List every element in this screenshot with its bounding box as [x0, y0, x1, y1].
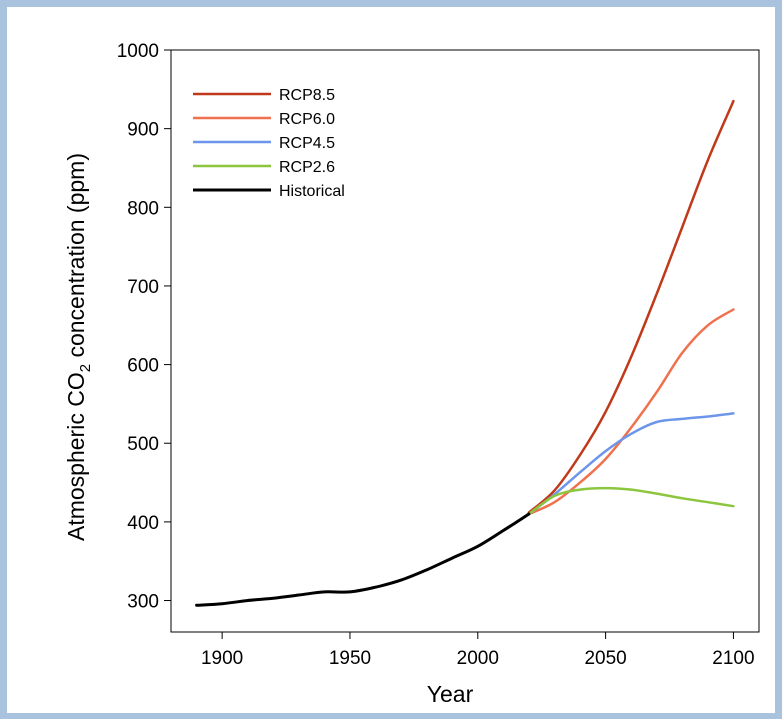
legend-label-historical: Historical — [279, 183, 345, 200]
y-axis-label-subscript: 2 — [77, 364, 94, 372]
series-line-rcp8-5 — [527, 99, 735, 514]
co2-line-chart: Atmospheric CO2 concentration (ppm) Year… — [63, 41, 760, 707]
y-axis-label-tail: concentration (ppm) — [63, 153, 89, 364]
x-tick-label: 2050 — [584, 648, 626, 669]
y-axis-label-main: Atmospheric CO — [63, 372, 89, 541]
x-tick-label: 1950 — [329, 648, 371, 669]
legend-label-rcp6-0: RCP6.0 — [279, 111, 335, 128]
x-tick-label: 2000 — [457, 648, 499, 669]
legend-label-rcp8-5: RCP8.5 — [279, 87, 335, 104]
y-tick-label: 1000 — [117, 41, 159, 62]
y-tick-label: 700 — [127, 277, 159, 298]
x-axis-label: Year — [427, 681, 474, 707]
legend-label-rcp4-5: RCP4.5 — [279, 135, 335, 152]
y-tick-label: 600 — [127, 356, 159, 377]
legend-label-rcp2-6: RCP2.6 — [279, 159, 335, 176]
y-tick-label: 300 — [127, 592, 159, 613]
chart-frame: Atmospheric CO2 concentration (ppm) Year… — [7, 7, 775, 713]
series-line-rcp6-0 — [527, 308, 735, 516]
plot-area-frame — [170, 49, 760, 633]
series-line-historical — [195, 512, 531, 607]
y-tick-label: 400 — [127, 513, 159, 534]
y-tick-label: 800 — [127, 198, 159, 219]
x-tick-label: 1900 — [201, 648, 243, 669]
y-tick-label: 500 — [127, 434, 159, 455]
y-tick-label: 900 — [127, 120, 159, 141]
x-tick-label: 2100 — [712, 648, 754, 669]
series-line-rcp4-5 — [527, 412, 735, 516]
series-line-rcp2-6 — [527, 486, 735, 516]
y-axis-label: Atmospheric CO2 concentration (ppm) — [63, 153, 94, 541]
